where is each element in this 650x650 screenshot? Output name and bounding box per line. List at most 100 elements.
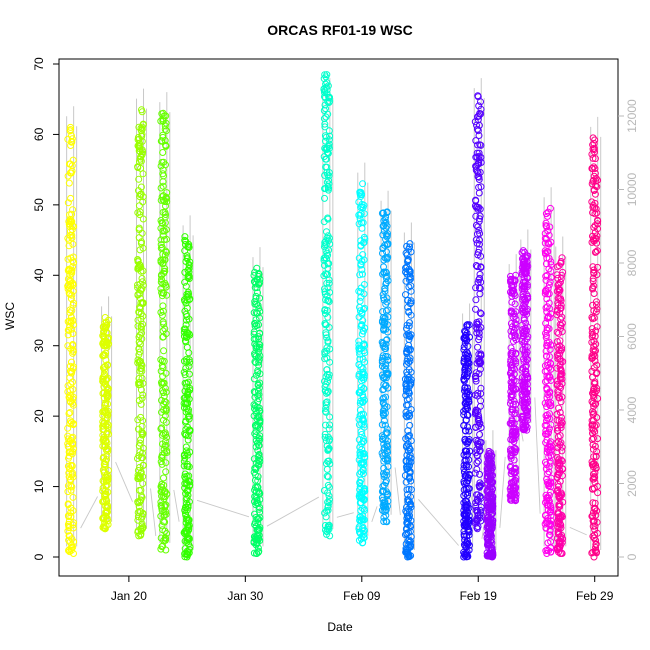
data-point — [356, 189, 364, 197]
data-point — [589, 201, 597, 209]
data-point — [159, 208, 167, 216]
data-point — [519, 296, 527, 304]
data-point — [460, 527, 468, 535]
data-point — [101, 460, 109, 468]
data-point — [379, 386, 387, 394]
data-point — [542, 491, 550, 499]
y-tick-label: 10 — [32, 480, 46, 494]
data-point — [139, 461, 147, 469]
data-point — [157, 545, 165, 553]
data-point — [554, 470, 562, 478]
data-point — [405, 409, 413, 417]
data-point — [473, 263, 481, 271]
data-point — [546, 402, 554, 410]
data-point — [138, 422, 146, 430]
data-point — [591, 248, 599, 256]
data-point — [356, 211, 364, 219]
data-point — [590, 342, 598, 350]
data-point — [256, 416, 264, 424]
data-point — [136, 211, 144, 219]
data-point — [69, 348, 77, 356]
data-point — [253, 494, 261, 502]
data-point — [402, 457, 410, 464]
data-point — [66, 420, 74, 428]
data-point — [64, 172, 72, 180]
data-point — [477, 141, 485, 149]
data-point — [381, 455, 389, 463]
data-point — [138, 132, 146, 140]
data-point — [321, 509, 329, 517]
flight-series — [553, 254, 567, 557]
data-point — [181, 241, 189, 248]
data-point — [507, 483, 515, 491]
data-point — [137, 322, 145, 330]
data-point — [135, 263, 143, 270]
data-point — [159, 250, 167, 258]
flight-series — [157, 109, 171, 554]
data-point — [488, 493, 496, 501]
data-point — [594, 435, 601, 443]
data-point — [465, 427, 473, 435]
data-point — [464, 411, 472, 419]
data-point — [593, 247, 601, 255]
data-point — [507, 349, 515, 357]
data-point — [65, 265, 73, 273]
data-point — [67, 417, 74, 425]
data-point — [405, 552, 413, 560]
data-point — [65, 517, 73, 525]
data-point — [68, 358, 75, 366]
data-point — [324, 503, 332, 511]
data-point — [380, 518, 388, 525]
data-point — [138, 428, 146, 436]
data-point — [476, 270, 484, 278]
data-point — [589, 346, 597, 354]
data-point — [320, 115, 328, 123]
data-point — [183, 343, 191, 351]
data-point — [406, 542, 414, 550]
data-point — [542, 319, 550, 327]
data-point — [182, 334, 190, 341]
data-point — [184, 436, 192, 444]
y-tick-label: 60 — [32, 127, 46, 141]
data-point — [544, 208, 552, 216]
data-point — [518, 268, 526, 276]
data-point — [511, 324, 519, 332]
data-point — [403, 401, 410, 409]
data-point — [322, 380, 330, 388]
data-point — [184, 288, 192, 296]
data-point — [545, 463, 553, 471]
data-point — [69, 448, 77, 456]
flight-series — [483, 447, 497, 561]
data-point — [68, 266, 76, 274]
data-point — [465, 321, 473, 329]
data-point — [103, 497, 111, 505]
data-point — [461, 472, 469, 480]
data-point — [158, 522, 166, 530]
data-point — [255, 442, 263, 449]
data-point — [486, 519, 494, 527]
data-point — [134, 499, 142, 507]
data-point — [134, 516, 142, 524]
data-point — [382, 381, 390, 389]
data-point — [520, 261, 527, 269]
data-point — [521, 419, 529, 427]
data-point — [158, 110, 166, 118]
data-point — [506, 400, 514, 407]
data-point — [326, 413, 334, 421]
data-point — [255, 395, 263, 403]
data-point — [485, 456, 493, 464]
data-point — [324, 297, 332, 305]
data-point — [162, 127, 170, 135]
y2-tick-label: 6000 — [625, 323, 639, 350]
data-point — [184, 432, 192, 440]
data-point — [509, 381, 517, 389]
data-point — [483, 459, 491, 467]
data-point — [137, 239, 145, 247]
data-point — [555, 346, 563, 354]
data-point — [406, 538, 414, 546]
flight-series — [99, 314, 113, 533]
data-point — [138, 367, 146, 375]
data-point — [512, 316, 520, 323]
data-point — [519, 423, 527, 431]
data-point — [593, 387, 600, 395]
